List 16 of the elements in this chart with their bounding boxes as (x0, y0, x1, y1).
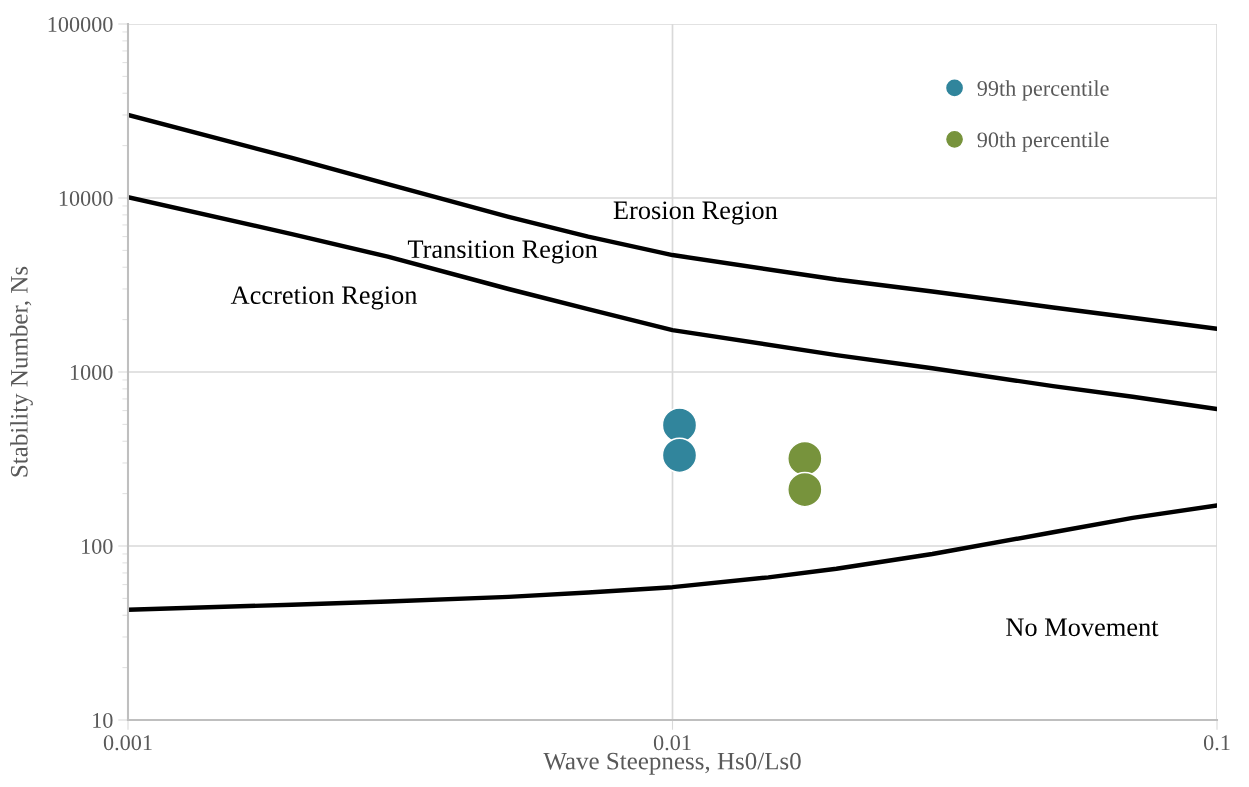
y-tick-label: 1000 (70, 364, 113, 380)
y-tick-label: 100 (82, 538, 113, 554)
annotation: Erosion Region (613, 201, 778, 225)
annotation: Accretion Region (230, 286, 418, 310)
annotation: Transition Region (407, 240, 598, 264)
y-tick-label: 100000 (48, 16, 113, 32)
y-tick-label: 10000 (59, 190, 113, 206)
x-tick-label: 0.001 (103, 735, 152, 751)
annotation: No Movement (1006, 618, 1159, 637)
x-tick-label: 0.01 (653, 735, 691, 751)
x-tick-label: 0.1 (1203, 735, 1230, 751)
y-axis-title: Stability Number, Ns (10, 266, 33, 477)
legend-label: 90th percentile (977, 131, 1109, 152)
x-axis-title: Wave Steepness, Hs0/Ls0 (543, 752, 801, 775)
y-tick-label: 10 (93, 712, 113, 728)
legend-label: 99th percentile (977, 80, 1109, 101)
